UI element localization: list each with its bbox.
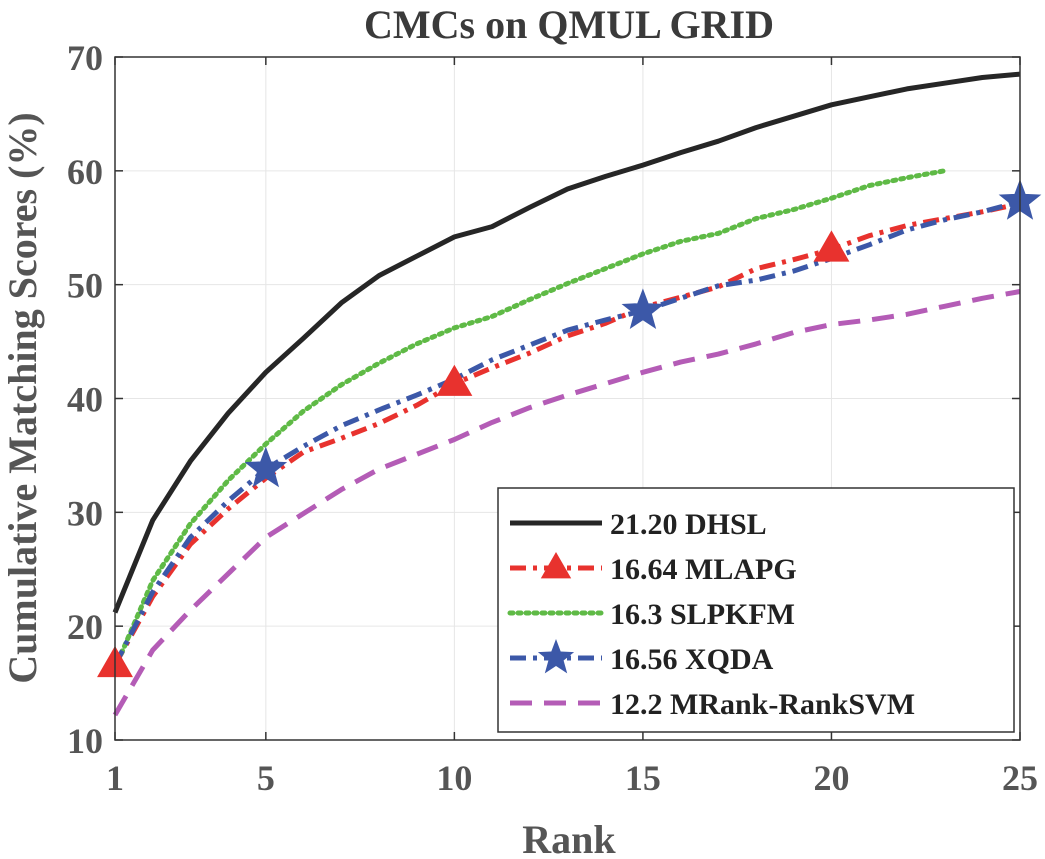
legend-label-16-56-xqda: 16.56 XQDA xyxy=(610,643,774,676)
x-tick-label: 5 xyxy=(257,758,275,798)
series-marker-16-64-mlapg xyxy=(813,230,850,262)
legend-label-21-20-dhsl: 21.20 DHSL xyxy=(610,508,767,541)
chart-title: CMCs on QMUL GRID xyxy=(364,2,774,47)
x-tick-label: 20 xyxy=(813,758,849,798)
y-tick-label: 20 xyxy=(67,607,103,647)
y-tick-label: 30 xyxy=(67,493,103,533)
series-line-16-3-slpkfm xyxy=(112,168,948,671)
x-tick-label: 1 xyxy=(106,758,124,798)
series-marker-16-56-xqda xyxy=(244,446,288,488)
series-line-21-20-dhsl xyxy=(112,71,1021,614)
y-tick-label: 60 xyxy=(67,152,103,192)
legend: 21.20 DHSL 16.64 MLAPG 16.3 SLPKFM 16.56 XQ… xyxy=(497,487,1015,733)
x-tick-label: 15 xyxy=(625,758,661,798)
axes xyxy=(114,56,1021,741)
y-axis-label: Cumulative Matching Scores (%) xyxy=(0,112,45,683)
y-tick-label: 10 xyxy=(67,721,103,761)
series-marker-16-56-xqda xyxy=(621,288,665,329)
legend-label-12-2-mrank-ranksvm: 12.2 MRank-RankSVM xyxy=(610,688,915,721)
x-axis-label: Rank xyxy=(522,817,616,859)
legend-label-16-64-mlapg: 16.64 MLAPG xyxy=(610,553,797,586)
series-marker-16-64-mlapg xyxy=(436,364,473,396)
legend-marker-16-56-xqda xyxy=(537,639,575,674)
legend-box xyxy=(497,487,1015,733)
legend-marker-16-64-mlapg xyxy=(540,552,572,579)
x-tick-label: 10 xyxy=(436,758,472,798)
x-tick-label: 25 xyxy=(1002,758,1038,798)
y-tick-label: 70 xyxy=(67,38,103,78)
y-tick-label: 40 xyxy=(67,380,103,420)
y-tick-label: 50 xyxy=(67,266,103,306)
legend-label-16-3-slpkfm: 16.3 SLPKFM xyxy=(610,598,795,631)
